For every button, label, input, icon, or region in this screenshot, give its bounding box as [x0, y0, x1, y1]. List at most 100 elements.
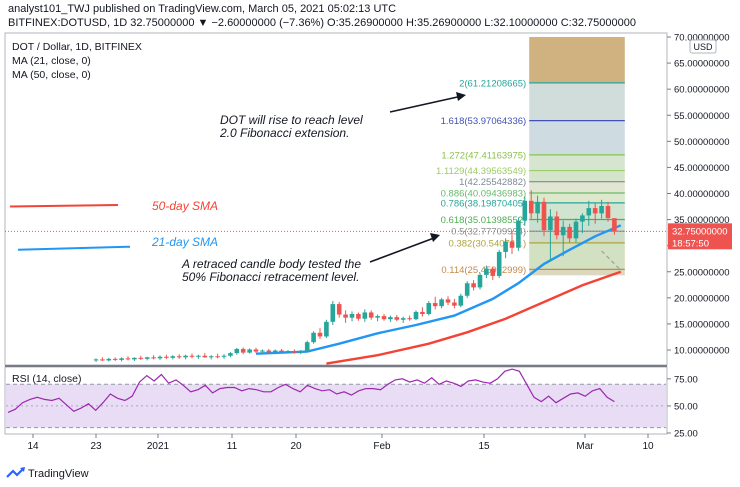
annotation-sma21: 21-day SMA: [151, 235, 218, 249]
rsi-tick-label: 50.00: [674, 401, 698, 412]
price-tick-label: 60.00000000: [674, 85, 729, 96]
candle-body: [362, 312, 368, 319]
candlesticks: [5, 190, 667, 362]
arrow-retrace: [369, 233, 440, 263]
candle-body: [272, 350, 278, 353]
candle-body: [253, 349, 259, 352]
candle-body: [247, 349, 252, 353]
time-tick-label: 10: [642, 441, 654, 452]
candle-body: [605, 206, 611, 219]
candle-body: [381, 316, 387, 320]
time-tick-label: 20: [290, 441, 302, 452]
legend-title: DOT / Dollar, 1D, BITFINEX: [12, 41, 142, 53]
symbol-line: BITFINEX:DOTUSD, 1D 32.75000000 ▼ −2.600…: [8, 17, 636, 29]
fib-level-label: 0.618(35.01398552): [441, 215, 527, 226]
price-tick-label: 20.00000000: [674, 293, 729, 304]
candle-body: [336, 304, 342, 315]
candle-body: [164, 356, 169, 358]
candle-body: [400, 318, 406, 320]
currency-label: USD: [693, 42, 713, 52]
rsi-line: [7, 368, 615, 413]
candle-body: [573, 221, 579, 239]
fib-level-label: 2(61.21208665): [459, 78, 526, 89]
candle-body: [266, 350, 272, 353]
footer-brand: TradingView: [28, 468, 89, 480]
candle-body: [445, 299, 451, 303]
candle-body: [420, 311, 425, 315]
time-tick-label: Mar: [576, 441, 594, 452]
candle-body: [554, 216, 560, 236]
candle-body: [439, 299, 444, 307]
candle-body: [394, 317, 400, 320]
candle-body: [426, 303, 432, 315]
fib-level-label: 1.272(47.41163975): [441, 150, 526, 161]
candle-body: [228, 353, 233, 356]
currency-badge[interactable]: [689, 39, 717, 54]
candle-body: [541, 201, 547, 231]
candle-body: [375, 316, 380, 318]
rsi-tick-label: 25.00: [674, 429, 698, 440]
candle-body: [503, 241, 508, 252]
candle-body: [100, 359, 105, 361]
fib-level-label: 0.786(38.19870405): [441, 198, 527, 209]
candle-body: [170, 356, 176, 358]
candle-body: [464, 283, 470, 296]
last-price-label: 32.75000000: [672, 226, 727, 237]
price-tick-label: 40.00000000: [674, 189, 729, 200]
candle-body: [407, 318, 412, 320]
ma21-line: [255, 224, 622, 355]
price-tick-label: 10.00000000: [674, 346, 729, 357]
fib-band: [529, 269, 625, 276]
candle-body: [202, 355, 208, 358]
annotation-sma50: 50-day SMA: [152, 199, 218, 213]
candle-body: [215, 356, 220, 358]
candle-body: [490, 268, 496, 276]
fib-band: [529, 193, 625, 203]
candle-body: [612, 218, 617, 232]
published-line: analyst101_TWJ published on TradingView.…: [8, 3, 396, 15]
candle-body: [234, 348, 240, 354]
candle-body: [311, 332, 316, 343]
fib-level-label: 0.5(32.77709994): [451, 227, 526, 238]
candle-body: [317, 332, 323, 337]
time-tick-label: 2021: [147, 441, 170, 452]
candle-body: [112, 358, 118, 360]
candle-body: [599, 206, 604, 214]
fib-band: [529, 154, 625, 171]
candle-body: [208, 356, 214, 358]
time-tick-label: Feb: [373, 441, 391, 452]
fib-level-label: 0.886(40.09436983): [441, 189, 527, 200]
candle-body: [509, 241, 515, 248]
candle-body: [298, 351, 304, 353]
tradingview-logo-icon: [6, 467, 25, 478]
candle-body: [93, 359, 99, 361]
legend-ma21: MA (21, close, 0): [12, 55, 91, 67]
candle-body: [484, 268, 489, 275]
candle-body: [452, 302, 457, 306]
moving-averages: [9, 204, 622, 365]
candle-body: [528, 200, 534, 214]
candle-body: [279, 350, 284, 352]
price-tick-label: 35.00000000: [674, 215, 729, 226]
ma50-line: [326, 270, 622, 365]
candle-body: [458, 295, 464, 306]
fib-level-label: 1.618(53.97064336): [441, 116, 527, 127]
candle-body: [349, 314, 355, 318]
candle-body: [196, 355, 201, 357]
candle-body: [151, 357, 156, 359]
candle-body: [516, 220, 521, 248]
countdown-label: 18:57:50: [672, 238, 709, 249]
candle-body: [471, 283, 476, 288]
candle-body: [324, 321, 329, 337]
price-tick-label: 55.00000000: [674, 111, 729, 122]
legend-ma50: MA (50, close, 0): [12, 69, 91, 81]
candle-body: [189, 355, 195, 357]
candle-body: [496, 251, 502, 276]
price-tick-label: 15.00000000: [674, 319, 729, 330]
candle-body: [106, 358, 112, 361]
price-tick-label: 65.00000000: [674, 59, 729, 70]
candle-body: [548, 216, 553, 231]
annotation-fib-line1: DOT will rise to reach level: [220, 113, 363, 127]
rsi-tick-label: 75.00: [674, 374, 698, 385]
